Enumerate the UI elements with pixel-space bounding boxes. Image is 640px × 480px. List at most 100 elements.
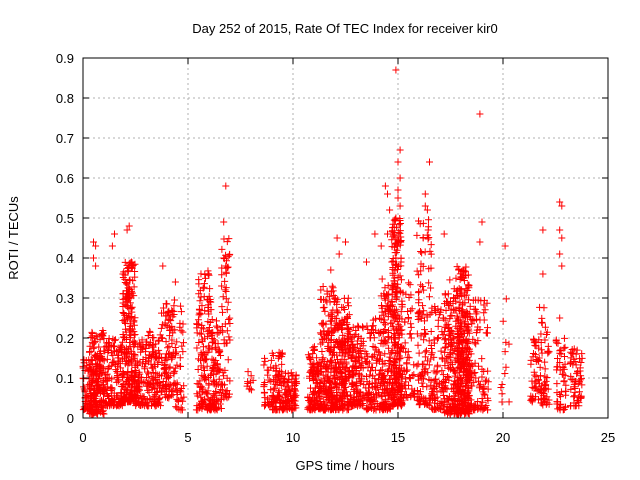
data-point (199, 348, 207, 356)
data-point (327, 385, 335, 393)
data-point (197, 270, 205, 278)
data-point (325, 312, 333, 320)
data-point (101, 390, 109, 398)
data-point (165, 342, 173, 350)
data-point (132, 392, 140, 400)
data-point (421, 348, 429, 356)
data-point (447, 403, 455, 411)
data-point (414, 341, 422, 349)
data-point (395, 374, 403, 382)
data-point (218, 271, 226, 279)
data-point (169, 307, 177, 315)
data-point (456, 334, 464, 342)
data-point (339, 393, 347, 401)
data-point (92, 398, 100, 406)
data-point (363, 389, 371, 397)
data-point (322, 363, 330, 371)
data-point (137, 348, 145, 356)
data-point (157, 372, 165, 380)
data-point (198, 338, 206, 346)
data-point (206, 285, 214, 293)
data-point (384, 282, 392, 290)
data-point (134, 362, 142, 370)
data-point (424, 223, 432, 231)
data-point (157, 324, 165, 332)
data-point (366, 330, 374, 338)
data-point (113, 368, 121, 376)
data-point (449, 349, 457, 357)
data-point (451, 392, 459, 400)
data-point (428, 349, 436, 357)
data-point (342, 346, 350, 354)
data-point (80, 356, 88, 364)
data-point (434, 322, 442, 330)
data-point (177, 327, 185, 335)
data-point (445, 336, 453, 344)
data-point (398, 371, 406, 379)
data-point (401, 339, 409, 347)
data-point (219, 308, 227, 316)
data-point (430, 353, 438, 361)
data-point (179, 348, 187, 356)
data-point (124, 267, 132, 275)
data-point (222, 284, 230, 292)
x-tick-label: 20 (496, 430, 510, 445)
data-point (195, 276, 203, 284)
data-point (103, 342, 111, 350)
data-point (351, 364, 359, 372)
data-point (335, 386, 343, 394)
data-point (123, 371, 131, 379)
data-point (341, 315, 349, 323)
data-point (128, 289, 136, 297)
data-point (437, 306, 445, 314)
data-point (317, 376, 325, 384)
data-point (371, 404, 379, 412)
data-point (342, 377, 350, 385)
data-point (156, 398, 164, 406)
data-point (364, 363, 372, 371)
data-point (306, 404, 314, 412)
data-point (123, 348, 131, 356)
data-point (435, 311, 443, 319)
data-point (221, 320, 229, 328)
data-point (442, 307, 450, 315)
data-point (161, 391, 169, 399)
data-point (119, 299, 127, 307)
data-point (105, 363, 113, 371)
data-point (165, 381, 173, 389)
data-point (224, 298, 232, 306)
data-point (118, 389, 126, 397)
data-point (278, 353, 286, 361)
data-point (356, 346, 364, 354)
data-point (407, 307, 415, 315)
data-point (414, 315, 422, 323)
data-point (291, 386, 299, 394)
data-point (147, 379, 155, 387)
data-point (115, 351, 123, 359)
data-point (202, 401, 210, 409)
data-point (350, 332, 358, 340)
data-point (130, 283, 138, 291)
data-point (399, 344, 407, 352)
data-point (333, 308, 341, 316)
data-point (381, 359, 389, 367)
data-point (432, 404, 440, 412)
data-point (173, 386, 181, 394)
data-point (194, 366, 202, 374)
data-point (422, 365, 430, 373)
data-point (268, 400, 276, 408)
data-point (223, 306, 231, 314)
data-point (340, 294, 348, 302)
data-point (218, 245, 226, 253)
data-point (212, 382, 220, 390)
data-point (318, 401, 326, 409)
data-point (416, 371, 424, 379)
data-point (334, 296, 342, 304)
data-point (180, 393, 188, 401)
data-point (125, 304, 133, 312)
data-point (168, 352, 176, 360)
data-point (176, 319, 184, 327)
data-point (392, 356, 400, 364)
data-point (156, 331, 164, 339)
data-point (339, 375, 347, 383)
